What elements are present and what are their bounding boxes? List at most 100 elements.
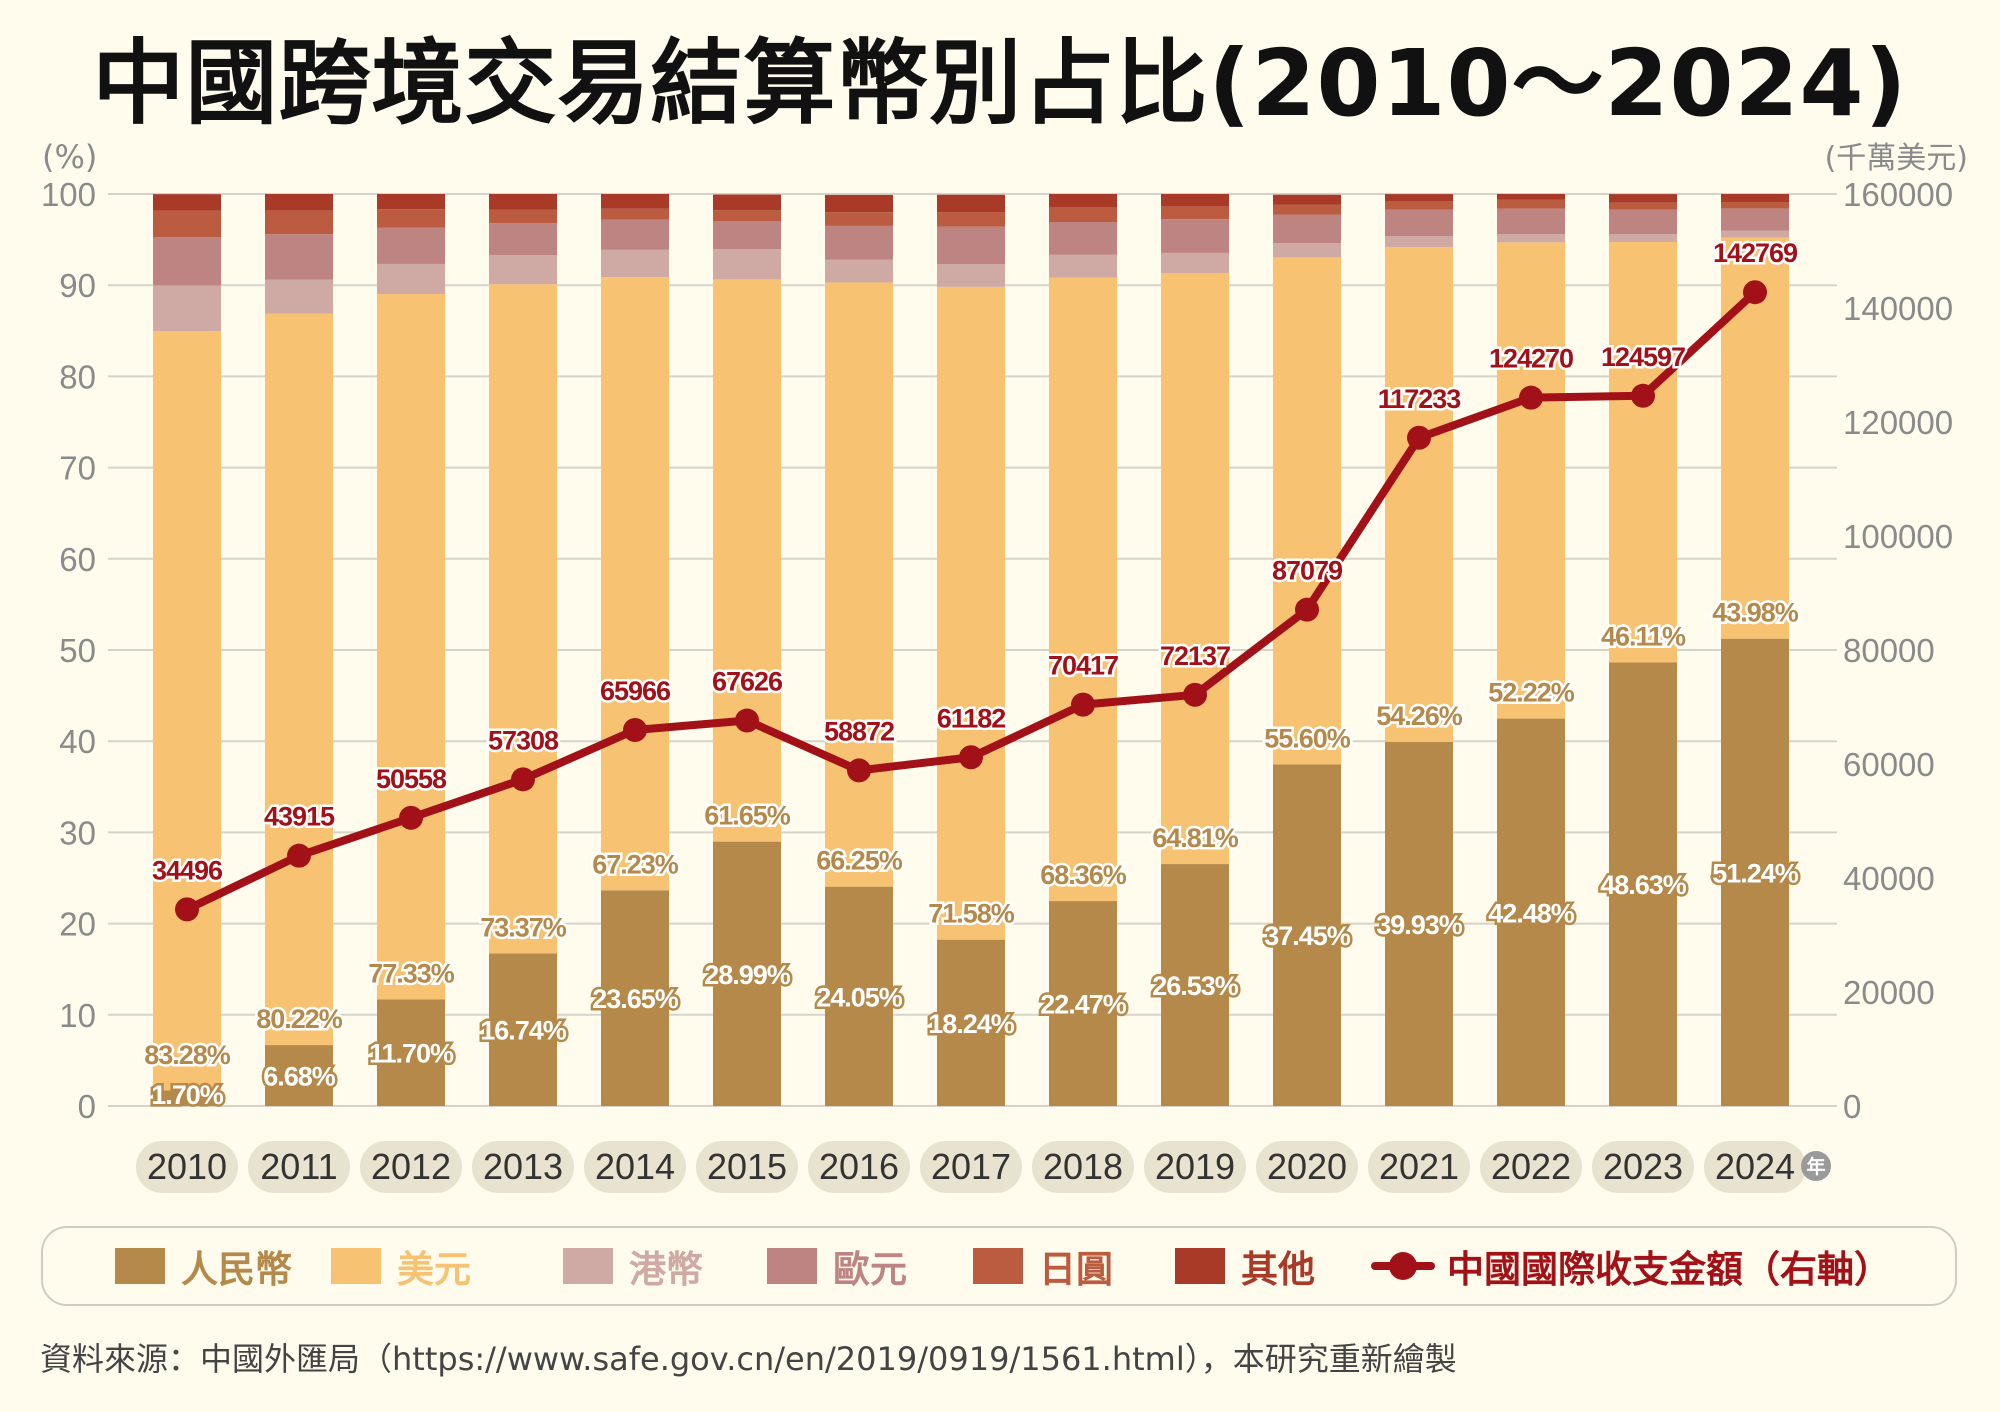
- balance-point-2016: [847, 758, 871, 783]
- y-tick-label: 0: [78, 1088, 96, 1125]
- balance-data-label: 58872: [824, 716, 894, 746]
- legend-item-usd: 美元: [331, 1228, 471, 1304]
- legend-item-eur: 歐元: [767, 1228, 907, 1304]
- bar-segment-日圓-2013: [489, 209, 557, 224]
- year-pill: [472, 1141, 574, 1193]
- balance-data-label: 142769: [1713, 238, 1798, 268]
- usd-data-label: 66.25%: [816, 846, 903, 876]
- bar-segment-港幣-2019: [1161, 252, 1229, 273]
- balance-data-label: 61182: [937, 703, 1006, 733]
- bar-segment-港幣-2016: [825, 259, 893, 283]
- bar-segment-歐元-2024: [1721, 208, 1789, 231]
- legend-item-rmb: 人民幣: [115, 1228, 292, 1304]
- bar-segment-港幣-2021: [1385, 236, 1453, 247]
- rmb-data-label: 48.63%: [1600, 870, 1687, 900]
- usd-data-label: 73.37%: [480, 912, 567, 942]
- usd-data-label: 46.11%: [1601, 621, 1686, 651]
- balance-point-2015: [735, 708, 759, 733]
- bar-segment-日圓-2016: [825, 212, 893, 226]
- year-pill: [1256, 1141, 1358, 1193]
- bar-segment-人民幣-2022: [1497, 718, 1565, 1106]
- legend-swatch: [1175, 1248, 1225, 1284]
- bar-segment-日圓-2012: [377, 209, 445, 228]
- bar-segment-其他-2012: [377, 194, 445, 210]
- legend: 人民幣 美元 港幣 歐元 日圓 其他 中國國際收支金額（右軸）: [41, 1226, 1957, 1306]
- year-pill: [360, 1141, 462, 1193]
- rmb-data-label: 18.24%: [928, 1009, 1015, 1039]
- usd-data-label: 52.22%: [1488, 678, 1575, 708]
- bar-segment-美元-2012: [377, 294, 445, 1000]
- usd-data-label: 67.23%: [592, 849, 679, 879]
- bar-segment-歐元-2015: [713, 220, 781, 250]
- year-pill: [1368, 1141, 1470, 1193]
- bar-segment-美元-2011: [265, 313, 333, 1046]
- usd-data-label: 71.58%: [928, 899, 1015, 929]
- usd-data-label: 80.22%: [256, 1004, 343, 1034]
- bar-segment-日圓-2022: [1497, 199, 1565, 209]
- bar-segment-港幣-2023: [1609, 234, 1677, 242]
- bar-segment-港幣-2011: [265, 279, 333, 314]
- rmb-data-label: 51.24%: [1712, 858, 1799, 888]
- bar-segment-人民幣-2015: [713, 841, 781, 1106]
- legend-swatch: [115, 1248, 165, 1284]
- bar-segment-日圓-2020: [1273, 204, 1341, 215]
- legend-item-hkd: 港幣: [563, 1228, 703, 1304]
- y2-tick-label: 60000: [1843, 746, 1935, 783]
- bar-segment-日圓-2021: [1385, 201, 1453, 210]
- x-tick-label: 2012: [371, 1146, 451, 1187]
- y-tick-label: 20: [59, 906, 96, 943]
- balance-data-label: 124597: [1601, 342, 1685, 372]
- bar-segment-其他-2020: [1273, 194, 1341, 205]
- rmb-data-label: 11.70%: [369, 1039, 454, 1069]
- year-pill: [696, 1141, 798, 1193]
- legend-label: 中國國際收支金額（右軸）: [1447, 1248, 1891, 1291]
- bar-segment-人民幣-2013: [489, 953, 557, 1106]
- bar-segment-歐元-2019: [1161, 219, 1229, 253]
- x-tick-label: 2023: [1603, 1146, 1683, 1187]
- bar-segment-歐元-2022: [1497, 208, 1565, 235]
- bar-segment-其他-2015: [713, 194, 781, 211]
- bar-segment-歐元-2020: [1273, 214, 1341, 244]
- balance-point-2022: [1519, 385, 1543, 410]
- balance-data-label: 87079: [1272, 556, 1343, 586]
- x-tick-label: 2010: [147, 1146, 227, 1187]
- x-tick-label: 2018: [1043, 1146, 1123, 1187]
- x-tick-label: 2011: [260, 1146, 337, 1187]
- legend-label: 其他: [1241, 1248, 1315, 1291]
- bar-segment-其他-2013: [489, 194, 557, 210]
- usd-data-label: 64.81%: [1152, 823, 1239, 853]
- bar-segment-其他-2019: [1161, 194, 1229, 207]
- bar-segment-港幣-2024: [1721, 230, 1789, 238]
- bar-segment-美元-2015: [713, 279, 781, 842]
- x-axis-unit: 年: [1806, 1155, 1825, 1178]
- year-pill: [1592, 1141, 1694, 1193]
- balance-point-2011: [287, 843, 311, 868]
- chart-title: 中國跨境交易結算幣別占比(2010～2024): [92, 30, 1908, 137]
- bar-segment-美元-2013: [489, 284, 557, 954]
- bar-segment-歐元-2021: [1385, 209, 1453, 237]
- bar-segment-美元-2014: [601, 277, 669, 891]
- year-pill: [808, 1141, 910, 1193]
- bar-segment-美元-2010: [153, 330, 221, 1091]
- bar-segment-美元-2022: [1497, 242, 1565, 719]
- balance-data-label: 34496: [152, 855, 223, 885]
- legend-item-balance-line: 中國國際收支金額（右軸）: [1371, 1228, 1891, 1304]
- rmb-data-label: 16.74%: [480, 1016, 567, 1046]
- balance-data-label: 43915: [264, 802, 335, 832]
- usd-data-label: 43.98%: [1712, 598, 1799, 628]
- year-pill: [920, 1141, 1022, 1193]
- bar-segment-人民幣-2010: [153, 1090, 221, 1106]
- bar-segment-歐元-2017: [937, 226, 1005, 265]
- year-pill: [1144, 1141, 1246, 1193]
- usd-data-label: 77.33%: [368, 958, 455, 988]
- usd-data-label: 55.60%: [1264, 723, 1351, 753]
- year-pill: [1704, 1141, 1806, 1193]
- y2-tick-label: 160000: [1843, 176, 1953, 213]
- balance-data-label: 67626: [712, 667, 783, 697]
- legend-swatch: [563, 1248, 613, 1284]
- y2-tick-label: 80000: [1843, 632, 1935, 669]
- year-pill: [248, 1141, 350, 1193]
- balance-data-label: 50558: [376, 764, 447, 794]
- balance-data-label: 70417: [1048, 651, 1118, 681]
